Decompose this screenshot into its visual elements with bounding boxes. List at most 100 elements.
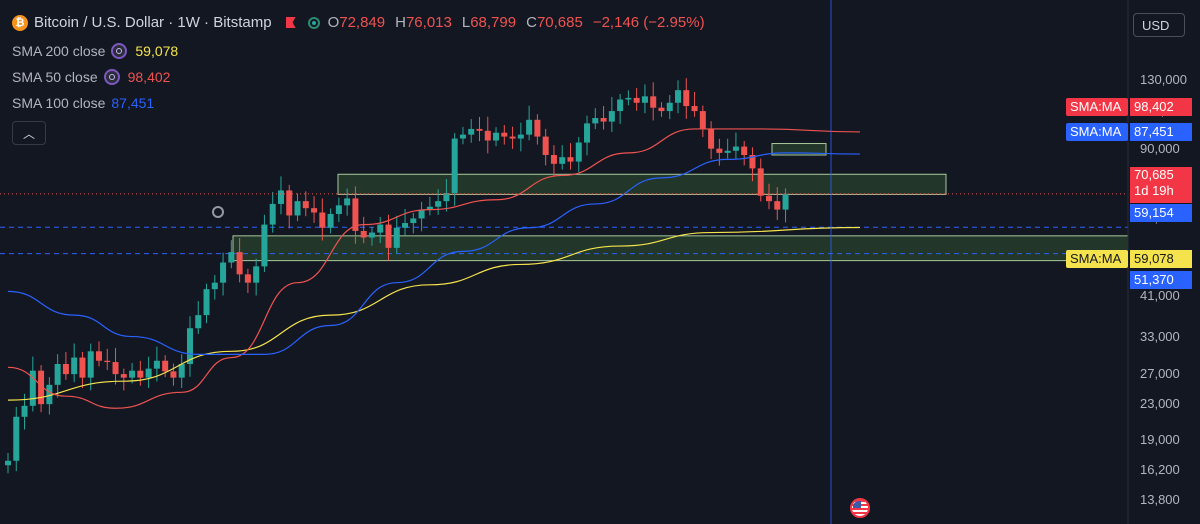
zone-box [771,143,827,156]
currency-selector[interactable]: USD [1133,13,1185,37]
price-tick-label: 13,800 [1140,491,1180,507]
open-key: O [327,14,340,31]
candle-body [236,252,243,275]
price-tag-value: 70,685 1d 19h [1130,167,1192,203]
candle-body [137,370,144,378]
candle-body [402,223,409,228]
candle-body [550,155,557,164]
horizontal-levels [0,226,1128,255]
candle-body [286,190,293,216]
flag-icon[interactable] [285,17,296,28]
sma-tag-label: SMA:MA [1066,123,1128,141]
indicator-value: 87,451 [111,95,155,111]
sma-tag-label: SMA:MA [1066,98,1128,116]
candle-body [418,209,425,219]
symbol-header: ₿ Bitcoin / U.S. Dollar · 1W · Bitstamp … [12,14,715,31]
price-tag-value: 59,154 [1130,204,1192,222]
us-flag-event-icon[interactable] [850,498,870,518]
price-tick-label: 33,000 [1140,328,1180,344]
candle-body [509,136,516,139]
candle-body [352,198,359,231]
candle-body [178,364,185,378]
chevron-up-icon: ︿ [22,126,35,141]
price-tick-label: 41,000 [1140,287,1180,303]
price-tick-label: 90,000 [1140,140,1180,156]
candle-body [335,205,342,214]
sma-line [7,152,861,355]
candle-body [493,132,500,141]
price-tick-label: 130,000 [1140,71,1187,87]
candle-body [459,134,466,139]
candle-body [319,212,326,228]
price-tag-value: 87,451 [1130,123,1192,141]
indicator-loading-icon [103,69,120,85]
low-value: 68,799 [470,14,517,31]
candle-body [253,266,260,283]
candle-body [410,218,417,224]
candle-body [145,368,152,378]
candle-body [567,157,574,162]
candle-body [13,416,20,461]
candle-body [542,136,549,156]
candlesticks [5,78,789,474]
candle-body [220,262,227,283]
candle-body [526,119,533,135]
support-resistance-zones [232,143,1129,262]
candle-body [608,111,615,122]
candle-body [104,360,111,363]
indicator-sma-100[interactable]: SMA 100 close 87,451 [12,95,154,111]
candle-body [666,102,673,112]
candle-body [21,405,28,417]
candle-body [170,371,177,378]
high-key: H [395,14,406,31]
last-price-value: 70,685 [1134,167,1174,182]
candle-body [62,364,69,375]
symbol-title[interactable]: Bitcoin / U.S. Dollar · 1W · Bitstamp [34,14,272,31]
candle-body [716,148,723,153]
collapse-legend-button[interactable]: ︿ [12,121,46,145]
candle-body [244,274,251,283]
candle-body [435,201,442,207]
candle-body [302,201,309,209]
candle-body [600,118,607,122]
candle-body [633,97,640,103]
indicator-sma-50[interactable]: SMA 50 close 98,402 [12,69,170,85]
candle-body [95,351,102,361]
high-value: 76,013 [405,14,452,31]
change-value: −2,146 (−2.95%) [592,14,705,31]
candle-body [584,123,591,143]
candle-body [575,142,582,162]
candle-body [741,146,748,156]
candle-body [683,90,690,107]
candle-body [311,208,318,213]
indicator-sma-200[interactable]: SMA 200 close 59,078 [12,43,178,59]
close-value: 70,685 [536,14,583,31]
candle-body [749,155,756,169]
indicator-name: SMA 200 close [12,43,106,59]
candle-body [327,213,334,228]
price-tick-label: 16,200 [1140,461,1180,477]
sma-line [7,226,861,401]
candle-body [228,252,235,263]
indicator-value: 98,402 [127,69,171,85]
candle-body [534,119,541,137]
candle-body [211,282,218,290]
candle-body [54,364,61,385]
candle-body [675,90,682,103]
candle-body [377,224,384,233]
indicator-name: SMA 100 close [12,95,106,111]
candle-body [344,198,351,206]
candle-body [426,206,433,210]
candle-body [658,107,665,112]
candle-body [708,128,715,149]
indicator-name: SMA 50 close [12,69,98,85]
alarm-icon[interactable] [212,206,224,218]
candle-body [129,370,136,378]
price-tick-label: 27,000 [1140,366,1180,382]
candle-body [774,201,781,210]
low-key: L [461,14,471,31]
candle-body [559,157,566,164]
candle-body [766,195,773,202]
market-status-icon[interactable] [307,16,320,29]
